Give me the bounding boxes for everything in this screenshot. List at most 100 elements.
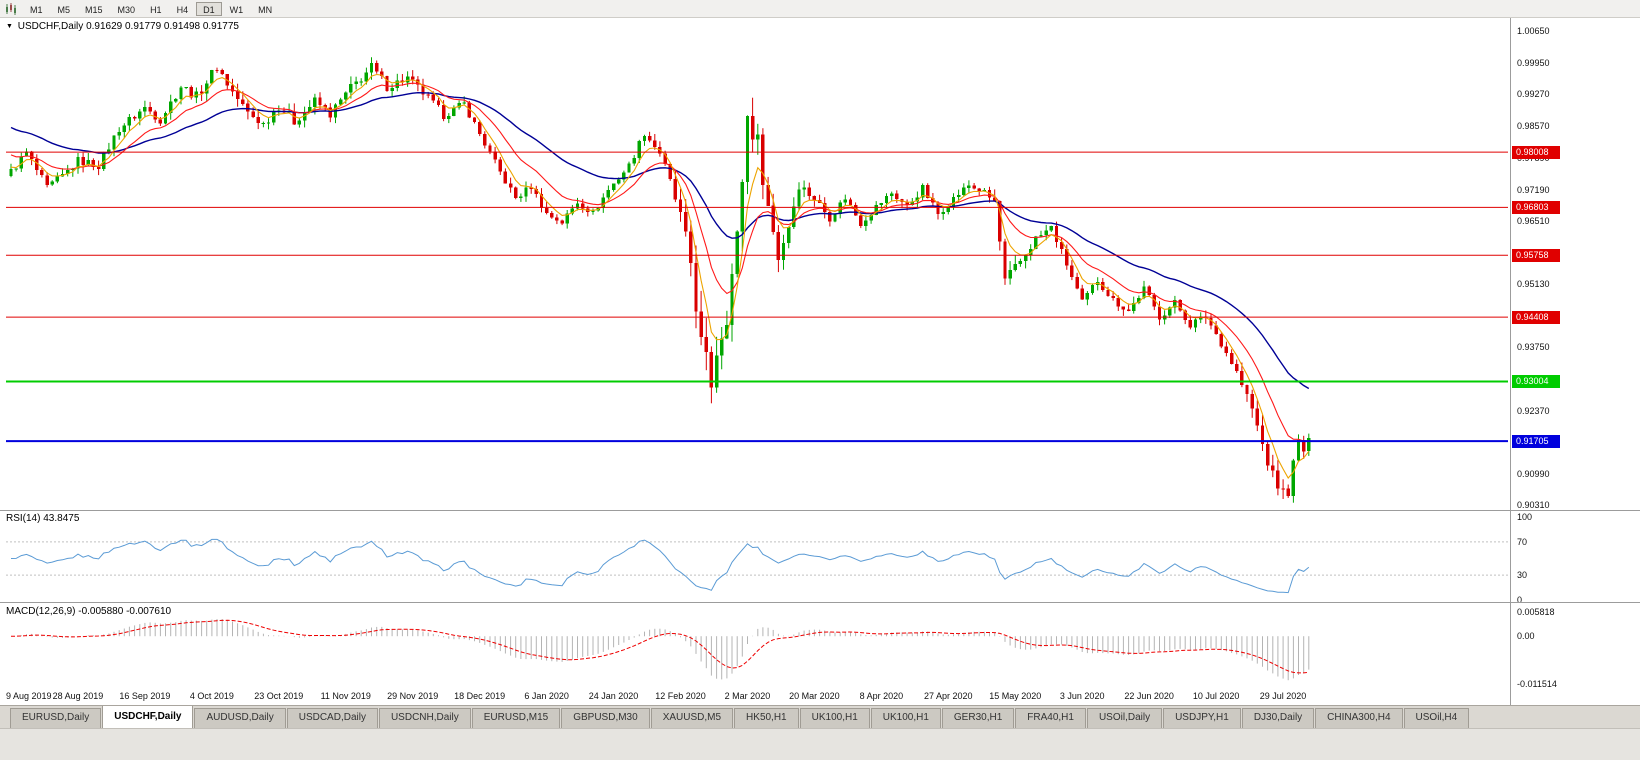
candle-body <box>993 197 997 202</box>
chart-tab-fra40-h1[interactable]: FRA40,H1 <box>1015 708 1086 728</box>
chart-tab-ger30-h1[interactable]: GER30,H1 <box>941 708 1015 728</box>
candle-body <box>215 70 219 71</box>
chart-tab-hk50-h1[interactable]: HK50,H1 <box>734 708 799 728</box>
candle-body <box>555 217 559 221</box>
candle-body <box>792 206 796 227</box>
chart-tab-uk100-h1[interactable]: UK100,H1 <box>870 708 941 728</box>
price-level-tag[interactable]: 0.95758 <box>1512 248 1560 262</box>
time-scale[interactable]: 9 Aug 2019 28 Aug 2019 16 Sep 2019 4 Oct 20… <box>0 688 1512 705</box>
candle-body <box>1229 353 1234 365</box>
chart-tab-usoil-daily[interactable]: USOil,Daily <box>1086 708 1163 728</box>
candle-body <box>1003 241 1007 279</box>
candle-body <box>1193 319 1198 328</box>
chart-tab-eurusd-daily[interactable]: EURUSD,Daily <box>10 708 102 728</box>
chart-area[interactable]: ▼ USDCHF,Daily 0.91629 0.91779 0.91498 0… <box>0 18 1512 688</box>
timeframe-button-d1[interactable]: D1 <box>196 1 222 16</box>
candle-body <box>508 183 513 188</box>
candle-body <box>1059 242 1064 249</box>
candle-body <box>910 201 914 205</box>
price-level-tag[interactable]: 0.96803 <box>1512 200 1560 214</box>
timeframe-button-h4[interactable]: H4 <box>176 4 189 15</box>
candle-body <box>627 163 631 173</box>
pane-separator-macd[interactable] <box>0 602 1640 603</box>
timeframe-button-h1[interactable]: H1 <box>150 4 162 15</box>
candle-body <box>539 193 544 208</box>
moving-average-line[interactable] <box>10 73 1310 479</box>
time-axis-label: 20 Mar 2020 <box>789 691 840 701</box>
candlestick-chart-icon[interactable] <box>3 2 19 16</box>
timeframe-button-m15[interactable]: M15 <box>85 4 103 15</box>
candle-body <box>390 87 394 92</box>
chart-tab-usdchf-daily[interactable]: USDCHF,Daily <box>102 706 194 728</box>
candle-body <box>1013 264 1017 270</box>
candle-body <box>1219 334 1223 347</box>
candle-body <box>622 172 626 180</box>
timeframe-button-w1[interactable]: W1 <box>229 4 244 15</box>
candle-body <box>1255 408 1259 426</box>
candle-body <box>19 156 23 169</box>
candle-body <box>117 132 121 136</box>
candle-body <box>1023 255 1028 262</box>
price-level-tag[interactable]: 0.98008 <box>1512 145 1560 159</box>
candle-body <box>1245 384 1249 394</box>
price-level-tag[interactable]: 0.94408 <box>1512 310 1560 324</box>
candle-body <box>1049 226 1053 231</box>
chart-tab-usoil-h4[interactable]: USOil,H4 <box>1403 708 1470 728</box>
candle-body <box>637 141 641 158</box>
timeframe-button-m1[interactable]: M1 <box>30 4 43 15</box>
candle-body <box>55 176 59 182</box>
chart-tab-xauusd-m5[interactable]: XAUUSD,M5 <box>650 708 734 728</box>
candle-body <box>1090 285 1095 293</box>
candle-body <box>29 151 34 160</box>
pane-separator-rsi[interactable] <box>0 510 1640 511</box>
candle-body <box>1173 299 1177 308</box>
chart-tab-eurusd-m15[interactable]: EURUSD,M15 <box>471 708 561 728</box>
candle-body <box>750 115 755 140</box>
candle-body <box>472 117 477 123</box>
chart-tab-usdjpy-h1[interactable]: USDJPY,H1 <box>1163 708 1241 728</box>
candle-body <box>735 231 739 275</box>
candle-body <box>1168 307 1172 316</box>
chart-canvas[interactable] <box>0 18 1512 688</box>
candle-body <box>107 149 111 153</box>
candle-body <box>606 190 611 198</box>
chart-tab-audusd-daily[interactable]: AUDUSD,Daily <box>194 708 286 728</box>
price-scale[interactable]: 1.006500.999500.992700.985700.978900.971… <box>1512 18 1640 705</box>
timeframe-button-m5[interactable]: M5 <box>57 4 71 15</box>
time-axis-label: 2 Mar 2020 <box>724 691 771 701</box>
price-level-tag[interactable]: 0.91705 <box>1512 434 1560 448</box>
candle-body <box>1075 277 1079 289</box>
candle-body <box>112 135 116 150</box>
chart-tab-usdcad-daily[interactable]: USDCAD,Daily <box>286 708 378 728</box>
candle-body <box>1039 234 1043 237</box>
candle-body <box>632 157 636 164</box>
candle-body <box>1235 364 1239 372</box>
candle-body <box>761 134 765 185</box>
chart-tab-dj30-daily[interactable]: DJ30,Daily <box>1241 708 1315 728</box>
macd-scale-tick: -0.011514 <box>1517 679 1557 689</box>
macd-indicator-label: MACD(12,26,9) -0.005880 -0.007610 <box>6 606 172 617</box>
candle-body <box>96 167 101 170</box>
candle-body <box>220 70 224 75</box>
rsi-line[interactable] <box>10 538 1310 594</box>
candle-body <box>66 169 70 175</box>
moving-average-line[interactable] <box>10 82 1309 442</box>
candle-body <box>534 189 538 194</box>
timeframe-button-m30[interactable]: M30 <box>117 4 136 15</box>
candle-body <box>833 214 837 222</box>
time-axis-label: 27 Apr 2020 <box>924 691 973 701</box>
macd-signal-line[interactable] <box>11 619 1309 674</box>
candle-body <box>400 80 405 83</box>
chart-marker-icon: ▼ <box>6 23 13 30</box>
price-level-tag[interactable]: 0.93004 <box>1512 375 1560 388</box>
chart-tab-gbpusd-m30[interactable]: GBPUSD,M30 <box>561 708 650 728</box>
candle-body <box>1044 230 1048 235</box>
chart-tab-uk100-h1[interactable]: UK100,H1 <box>799 708 870 728</box>
chart-tab-china300-h4[interactable]: CHINA300,H4 <box>1315 708 1403 728</box>
moving-average-line[interactable] <box>10 91 1310 390</box>
candle-body <box>91 160 96 168</box>
timeframe-button-mn[interactable]: MN <box>258 4 273 15</box>
candle-body <box>843 199 847 203</box>
chart-tab-usdcnh-daily[interactable]: USDCNH,Daily <box>378 708 471 728</box>
time-axis-label: 28 Aug 2019 <box>52 691 104 701</box>
